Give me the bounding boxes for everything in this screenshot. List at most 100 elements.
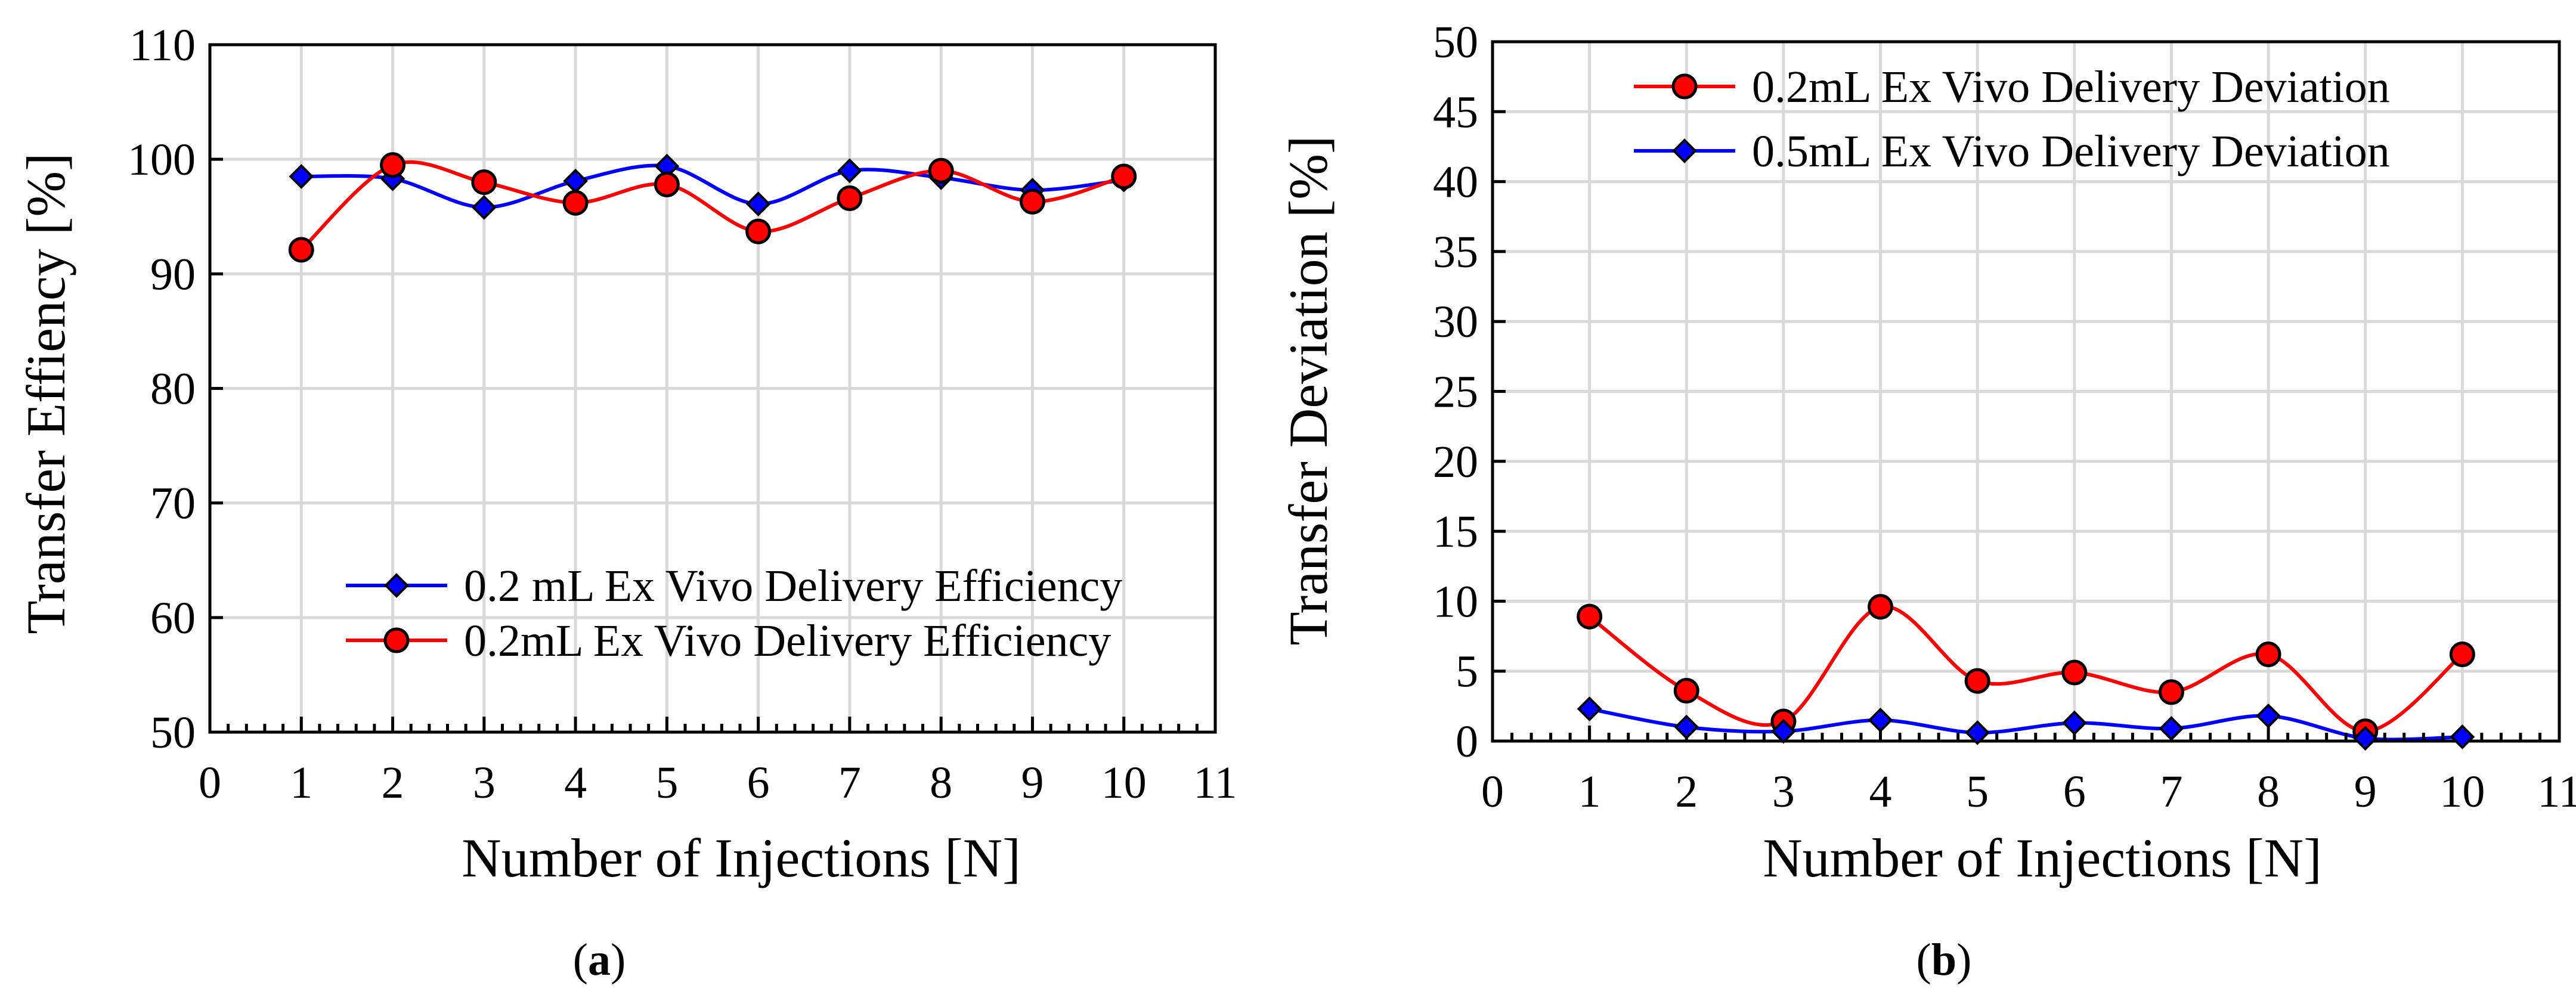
x-tick-label: 4 — [1869, 767, 1892, 817]
data-point-1-7 — [2256, 703, 2281, 729]
y-tick-label: 40 — [1433, 157, 1478, 207]
legend-marker-0 — [384, 573, 409, 598]
data-point-1-3 — [562, 190, 589, 216]
data-point-0-6 — [837, 158, 862, 184]
legend-label-1: 0.2mL Ex Vivo Delivery Efficiency — [464, 616, 1111, 666]
y-tick-label: 45 — [1433, 87, 1478, 137]
y-tick-labels-a: 50 60 70 80 90 100 110 — [128, 20, 196, 758]
x-tick-label: 4 — [564, 758, 587, 808]
legend-b: 0.2mL Ex Vivo Delivery Deviation 0.5mL Ex… — [1634, 62, 2390, 176]
x-tick-label: 6 — [747, 758, 770, 808]
legend-label-0: 0.2 mL Ex Vivo Delivery Efficiency — [464, 561, 1122, 611]
y-tick-label: 100 — [128, 135, 196, 185]
x-tick-label: 1 — [1578, 767, 1601, 817]
data-point-1-4 — [1965, 720, 1990, 745]
data-point-0-3 — [563, 168, 588, 194]
data-point-0-4 — [1964, 668, 1990, 694]
x-tick-label: 5 — [1966, 767, 1989, 817]
x-tick-label: 6 — [2063, 767, 2086, 817]
data-point-0-6 — [2158, 679, 2184, 705]
panel-label-a: a — [588, 935, 611, 985]
y-tick-label: 15 — [1433, 507, 1478, 557]
y-tick-label: 50 — [1433, 17, 1478, 67]
data-point-1-2 — [471, 169, 497, 196]
x-tick-label: 10 — [2439, 767, 2485, 817]
x-tick-label: 3 — [473, 758, 496, 808]
data-point-1-4 — [654, 171, 680, 197]
x-tick-label: 2 — [1675, 767, 1698, 817]
x-tick-label: 11 — [1193, 758, 1237, 808]
y-tick-label: 35 — [1433, 227, 1478, 277]
data-point-0-2 — [471, 195, 497, 220]
data-point-0-0 — [289, 164, 314, 189]
x-tick-label: 8 — [2257, 767, 2280, 817]
data-point-1-3 — [1868, 707, 1893, 733]
y-tick-labels-b: 0 5 10 15 20 25 30 35 40 45 50 — [1433, 17, 1478, 767]
panel-label-b: b — [1931, 935, 1956, 985]
series-markers-b — [1577, 594, 2475, 751]
data-point-1-7 — [928, 157, 954, 184]
x-tick-labels-a: 0 1 2 3 4 5 6 7 8 9 10 11 — [199, 758, 1237, 808]
y-tick-label: 10 — [1433, 577, 1478, 627]
y-tick-label: 30 — [1433, 297, 1478, 347]
x-tick-label: 7 — [2160, 767, 2182, 817]
data-point-1-9 — [1111, 163, 1137, 190]
y-axis-title-b: Transfer Deviation [%] — [1278, 135, 1339, 645]
y-tick-label: 80 — [150, 364, 196, 414]
legend-label-0: 0.2mL Ex Vivo Delivery Deviation — [1752, 62, 2390, 112]
x-tick-label: 0 — [199, 758, 221, 808]
data-point-1-0 — [288, 237, 314, 263]
x-tick-label: 9 — [2354, 767, 2377, 817]
data-point-0-5 — [2061, 659, 2088, 686]
x-tick-label: 3 — [1772, 767, 1795, 817]
series-lines-a — [300, 160, 1125, 252]
y-axis-title-a: Transfer Effiency [%] — [16, 153, 76, 634]
y-tick-label: 70 — [150, 479, 196, 529]
data-point-1-0 — [1577, 696, 1602, 721]
x-tick-labels-b: 0 1 2 3 4 5 6 7 8 9 10 11 — [1481, 767, 2576, 817]
legend-marker-0 — [1671, 73, 1698, 100]
y-tick-label: 0 — [1456, 717, 1478, 767]
legend-a: 0.2 mL Ex Vivo Delivery Efficiency0.2mL … — [346, 561, 1122, 666]
series-markers-a — [288, 152, 1137, 263]
x-tick-label: 9 — [1021, 758, 1044, 808]
series-lines-b — [1588, 605, 2464, 742]
data-point-1-6 — [837, 185, 863, 212]
data-point-1-1 — [1674, 714, 1699, 740]
series-line-0 — [1588, 605, 2464, 733]
legend-marker-1 — [383, 627, 410, 653]
series-line-1 — [300, 160, 1125, 252]
y-tick-label: 60 — [150, 593, 196, 643]
data-point-0-5 — [745, 191, 771, 216]
data-point-1-1 — [380, 152, 406, 178]
plot-frame-a — [208, 43, 1217, 734]
x-tick-label: 1 — [290, 758, 312, 808]
y-tick-label: 25 — [1433, 367, 1478, 417]
y-tick-label: 5 — [1456, 647, 1478, 697]
panel-caption-b: (b) — [1916, 935, 1972, 985]
x-tick-label: 11 — [2537, 767, 2576, 817]
data-point-1-5 — [745, 218, 772, 244]
y-tick-label: 50 — [150, 708, 196, 758]
x-tick-label: 7 — [838, 758, 861, 808]
x-tick-label: 0 — [1481, 767, 1504, 817]
x-axis-title-b: Number of Injections [N] — [1763, 828, 2322, 888]
data-point-0-1 — [1673, 678, 1699, 704]
x-axis-title-a: Number of Injections [N] — [462, 828, 1021, 888]
panel-caption-a: (a) — [573, 935, 626, 985]
x-tick-label: 5 — [655, 758, 678, 808]
data-point-1-8 — [2352, 726, 2378, 751]
series-line-0 — [301, 163, 1125, 209]
data-point-0-7 — [2255, 642, 2281, 668]
y-tick-label: 90 — [150, 249, 196, 299]
y-tick-label: 110 — [129, 20, 196, 70]
data-point-0-3 — [1868, 594, 1894, 620]
x-tick-label: 10 — [1101, 758, 1147, 808]
data-point-0-0 — [1577, 603, 1603, 630]
data-point-0-9 — [2449, 642, 2475, 668]
data-point-1-5 — [2061, 710, 2087, 736]
x-tick-label: 2 — [382, 758, 404, 808]
y-tick-label: 20 — [1433, 437, 1478, 487]
data-point-1-9 — [2450, 724, 2475, 749]
